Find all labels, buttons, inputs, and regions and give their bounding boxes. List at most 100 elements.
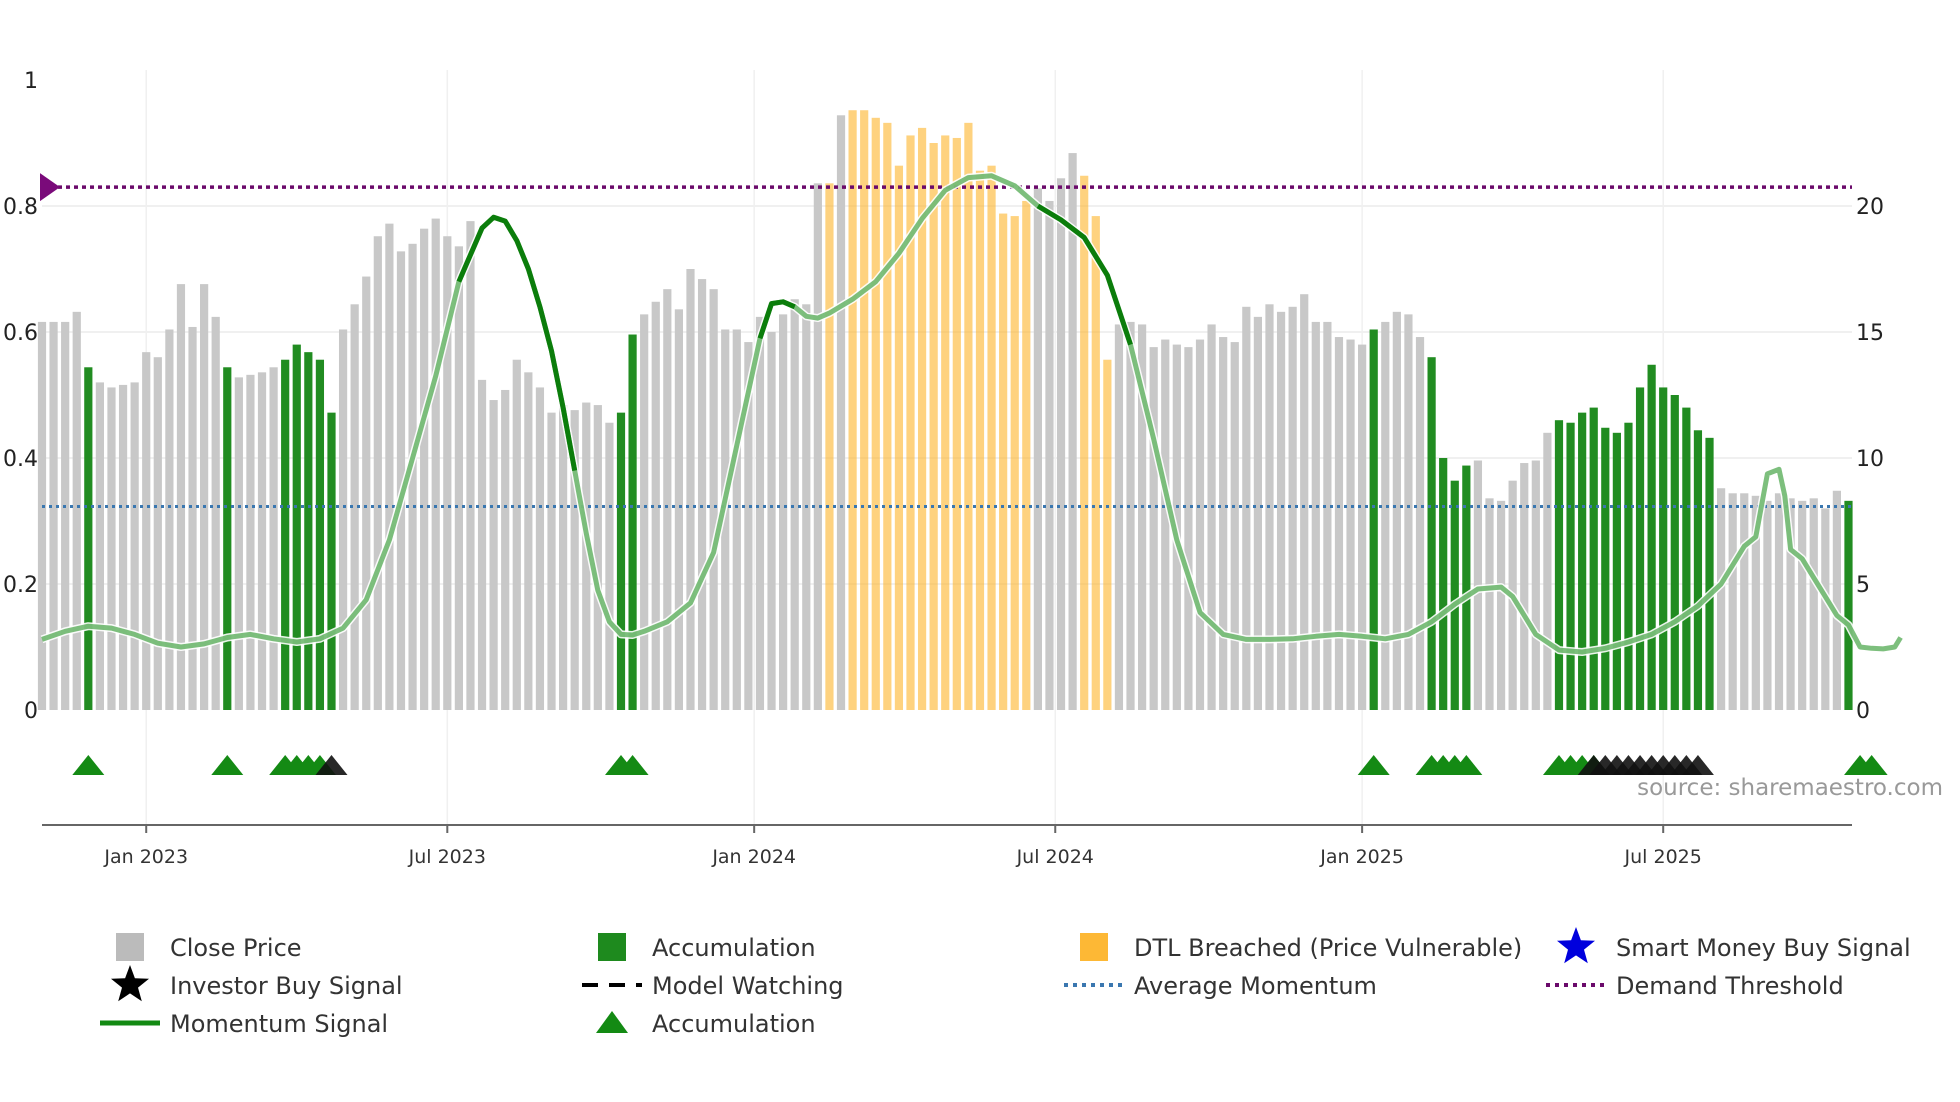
close-price-bar: [49, 321, 58, 710]
close-price-bar: [130, 382, 139, 710]
close-price-bar: [1531, 460, 1540, 710]
momentum-signal-strong-1: [757, 299, 796, 340]
close-price-bar: [1392, 311, 1401, 710]
close-price-bar: [454, 246, 463, 710]
close-price-bar: [95, 382, 104, 710]
close-price-bar: [1415, 337, 1425, 710]
close-price-bar: [1774, 493, 1784, 710]
dtl-breached-bar: [941, 135, 950, 710]
close-price-bar: [1358, 344, 1367, 710]
close-price-bar: [1300, 294, 1309, 710]
close-price-bar: [1809, 498, 1818, 710]
close-price-bar: [547, 412, 556, 710]
close-price-bar: [373, 236, 382, 711]
close-price-bar: [709, 289, 718, 710]
legend-label: DTL Breached (Price Vulnerable): [1134, 934, 1522, 962]
dtl-breached-bar: [1091, 216, 1100, 710]
accumulation-bar: [1705, 437, 1714, 710]
dtl-breached-bar: [975, 170, 985, 711]
dtl-breached-bar: [883, 122, 892, 711]
accumulation-bar: [1693, 430, 1703, 710]
close-price-bar: [1740, 493, 1749, 710]
close-price-bar: [37, 321, 47, 710]
close-price-bar: [1195, 339, 1205, 710]
close-price-bar: [350, 304, 359, 710]
close-price-bar: [1798, 500, 1807, 710]
close-price-bar: [1751, 495, 1760, 710]
accumulation-bar: [223, 367, 232, 710]
close-price-bar: [1543, 432, 1552, 710]
y-left-tick-label: 0.2: [3, 573, 38, 598]
close-price-bar: [246, 374, 255, 710]
y-right-tick-label: 0: [1856, 699, 1870, 724]
close-price-bar: [651, 301, 660, 710]
close-price-bar: [1381, 321, 1390, 710]
close-price-bar: [732, 329, 741, 710]
close-price-bar: [605, 422, 614, 710]
close-price-bar: [153, 357, 162, 710]
legend-label: Smart Money Buy Signal: [1616, 934, 1911, 962]
dtl-breached-bar: [1010, 216, 1019, 710]
close-price-bar: [72, 311, 81, 710]
close-price-bar: [1288, 306, 1297, 710]
close-price-bar: [1149, 347, 1158, 710]
close-price-bar: [779, 314, 788, 710]
y-right-tick-label: 10: [1856, 447, 1884, 472]
accumulation-triangle: [616, 755, 649, 775]
accumulation-bar: [1578, 412, 1587, 710]
close-price-bar: [1485, 498, 1494, 710]
legend-label: Accumulation: [652, 1010, 816, 1038]
y-right-tick-label: 5: [1856, 573, 1870, 598]
close-price-bar: [1717, 488, 1726, 710]
accumulation-triangle: [1450, 755, 1483, 775]
momentum-signal: [41, 173, 1903, 655]
close-price-bar: [721, 329, 730, 710]
close-price-bar: [1253, 316, 1262, 710]
close-price-bar: [420, 228, 429, 710]
accumulation-bar: [315, 359, 325, 710]
dtl-breached-bar: [987, 165, 996, 710]
close-price-bar: [107, 387, 116, 710]
close-price-bar: [1230, 342, 1239, 710]
dtl-breached-bar: [906, 135, 915, 710]
close-price-bar: [697, 279, 707, 710]
close-price-bar: [1126, 321, 1135, 710]
close-price-bar: [501, 389, 510, 710]
accumulation-bar: [616, 412, 626, 710]
accumulation-bar: [1554, 420, 1564, 710]
y-right-tick-label: 20: [1856, 195, 1884, 220]
legend-label: Momentum Signal: [170, 1010, 388, 1038]
legend-symbol-square: [1080, 933, 1108, 961]
close-price-bar: [269, 367, 278, 710]
close-price-bar: [1311, 321, 1320, 710]
legend-label: Accumulation: [652, 934, 816, 962]
close-price-bar: [686, 269, 695, 710]
close-price-bar: [1786, 498, 1795, 710]
legend-triangle-icon: [596, 1011, 628, 1033]
close-price-bar: [1045, 200, 1054, 710]
dtl-breached-bar: [929, 143, 938, 710]
close-price-bar: [1207, 324, 1216, 710]
dtl-breached-bar: [917, 127, 927, 710]
close-price-bar: [1219, 337, 1228, 710]
close-price-bar: [755, 316, 765, 710]
close-price-bar: [118, 384, 128, 710]
dtl-breached-bar: [871, 117, 880, 711]
accumulation-bar: [1624, 422, 1633, 710]
close-price-bar: [142, 352, 151, 710]
close-price-bar: [338, 329, 348, 710]
accumulation-bar: [1462, 465, 1471, 710]
accumulation-triangle: [1855, 755, 1888, 775]
y-left-tick-label: 0.6: [3, 321, 38, 346]
accumulation-bar: [1566, 422, 1575, 710]
close-price-bar: [813, 183, 822, 710]
accumulation-bar: [327, 412, 336, 710]
close-price-bar: [674, 309, 683, 710]
y-right-tick-label: 15: [1856, 321, 1884, 346]
x-tick-label: Jul 2023: [408, 846, 486, 868]
close-price-bar: [1832, 490, 1841, 710]
accumulation-bar: [1369, 329, 1378, 710]
close-price-bar: [663, 289, 672, 710]
x-tick-label: Jul 2024: [1016, 846, 1094, 868]
close-price-bar: [1520, 463, 1529, 710]
